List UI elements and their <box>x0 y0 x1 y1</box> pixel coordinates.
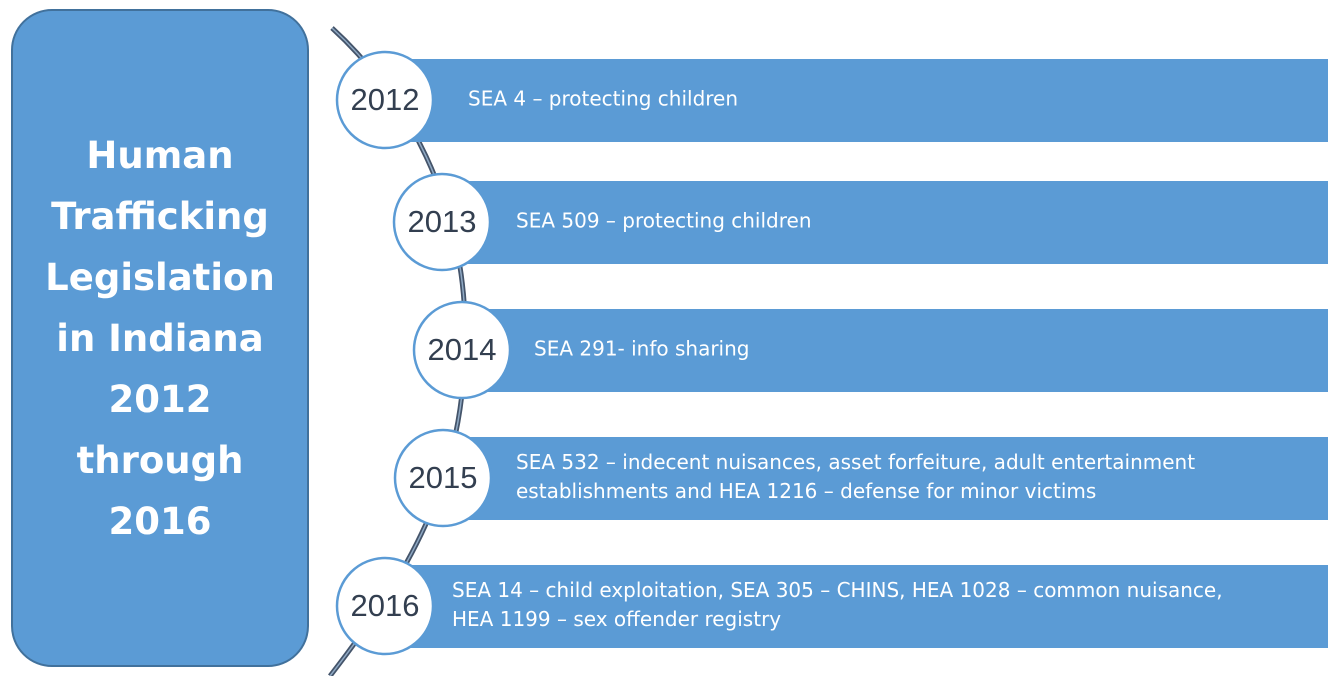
item-bar <box>400 59 1328 142</box>
title-line: through <box>77 439 244 482</box>
title-line: Trafficking <box>51 195 269 238</box>
item-bar <box>475 309 1328 392</box>
title-line: in Indiana <box>56 317 263 360</box>
title-line: Human <box>86 134 233 177</box>
item-text: SEA 14 – child exploitation, SEA 305 – C… <box>452 578 1223 602</box>
item-text: SEA 509 – protecting children <box>516 209 812 233</box>
year-label: 2012 <box>351 82 420 117</box>
year-label: 2014 <box>428 332 497 367</box>
item-bar <box>455 437 1328 520</box>
year-circle <box>412 300 512 400</box>
year-circle <box>392 172 492 272</box>
item-bar <box>400 565 1328 648</box>
item-text: SEA 532 – indecent nuisances, asset forf… <box>516 450 1195 474</box>
year-circle <box>335 50 435 150</box>
title-line: 2016 <box>109 500 212 543</box>
title-line: 2012 <box>109 378 212 421</box>
year-circle <box>335 556 435 656</box>
title: Human Trafficking Legislation in Indiana 201… <box>45 134 275 543</box>
year-label: 2013 <box>408 204 477 239</box>
items: 2012 SEA 4 – protecting children 2013 SEA 5… <box>335 50 1328 656</box>
title-line: Legislation <box>45 256 275 299</box>
item-text: SEA 291- info sharing <box>534 337 750 361</box>
year-label: 2015 <box>409 460 478 495</box>
item-text: HEA 1199 – sex offender registry <box>452 607 781 631</box>
item-text: establishments and HEA 1216 – defense fo… <box>516 479 1096 503</box>
item-bar <box>455 181 1328 264</box>
year-label: 2016 <box>351 588 420 623</box>
item-text: SEA 4 – protecting children <box>468 87 738 111</box>
title-panel <box>11 9 309 667</box>
year-circle <box>393 428 493 528</box>
